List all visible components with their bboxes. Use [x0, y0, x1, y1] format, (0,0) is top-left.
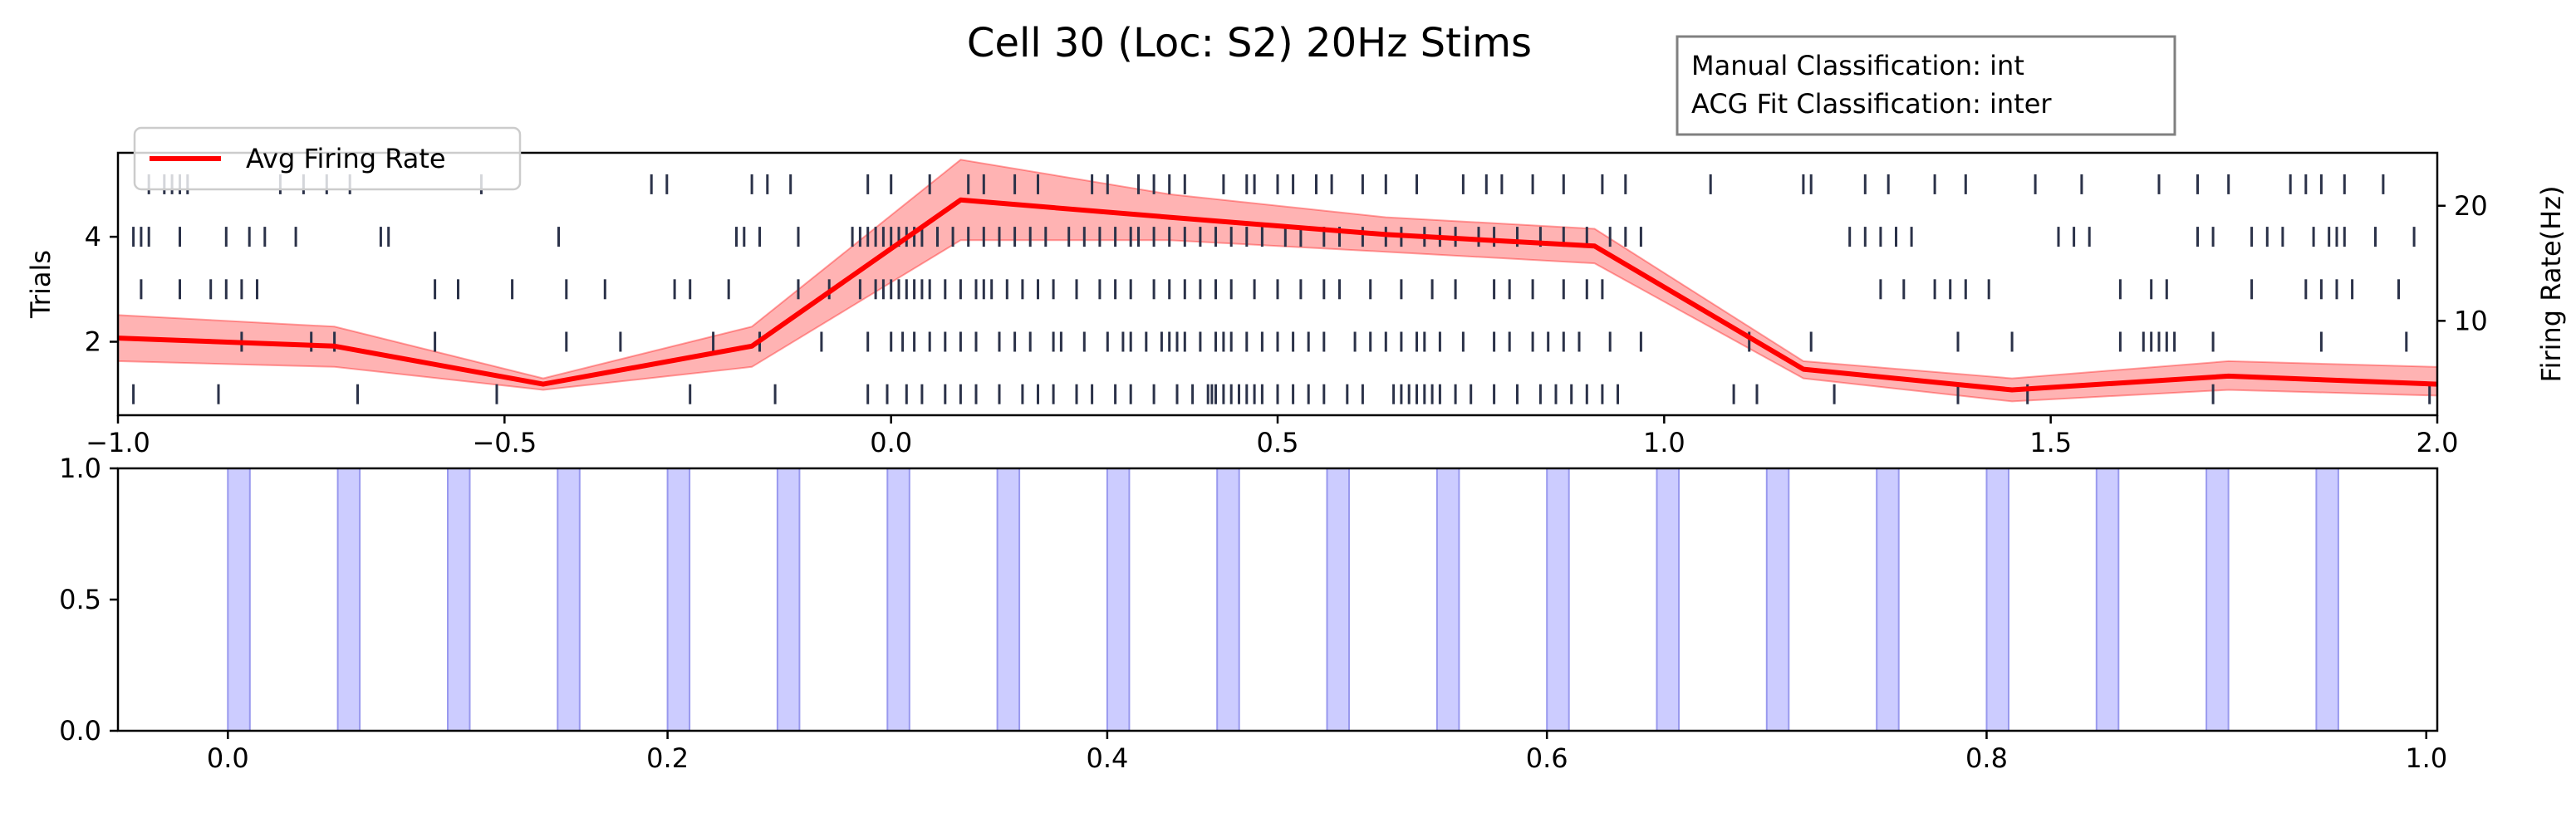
- stim-pulse: [2315, 468, 2339, 732]
- rate-line-layer: [117, 197, 2438, 393]
- stim-pulse: [996, 468, 1021, 732]
- stim-pulse: [1765, 468, 1790, 732]
- legend-frame: [133, 126, 522, 191]
- raster-x-tick-label: 1.5: [2029, 427, 2072, 458]
- raster-x-tick-label: −0.5: [472, 427, 537, 458]
- acg-classification-text: ACG Fit Classification: inter: [1691, 88, 2052, 120]
- stim-pulse: [336, 468, 361, 732]
- stim-pulse: [666, 468, 691, 732]
- raster-y-ticks: 24: [85, 221, 118, 358]
- stim-pulse: [1326, 468, 1350, 732]
- legend-label: Avg Firing Rate: [246, 143, 446, 174]
- stim-pulse: [557, 468, 581, 732]
- stim-pulse: [447, 468, 471, 732]
- stim-x-tick-label: 0.0: [207, 742, 249, 774]
- stim-pulse: [1985, 468, 2009, 732]
- figure-title: Cell 30 (Loc: S2) 20Hz Stims: [967, 20, 1532, 66]
- stim-pulse: [1216, 468, 1240, 732]
- stim-pulse: [227, 468, 251, 732]
- stim-x-tick-label: 0.4: [1086, 742, 1128, 774]
- rate-y-tick-label: 10: [2454, 305, 2488, 336]
- classification-box-frame: [1676, 35, 2176, 136]
- stim-pulse: [2206, 468, 2230, 732]
- manual-classification-text: Manual Classification: int: [1691, 50, 2024, 81]
- stim-y-tick-label: 0.5: [59, 584, 101, 615]
- stim-x-tick-label: 0.2: [646, 742, 689, 774]
- stim-x-tick-label: 0.6: [1526, 742, 1568, 774]
- stim-y-tick-label: 0.0: [59, 715, 101, 747]
- stim-pulse: [776, 468, 801, 732]
- stim-x-ticks: 0.0 0.2 0.4 0.6 0.8 1.0: [207, 731, 2447, 774]
- raster-x-ticks: −1.0 −0.5 0.0 0.5 1.0 1.5 2.0: [86, 415, 2458, 458]
- stim-pulse: [1546, 468, 1570, 732]
- stim-x-tick-label: 1.0: [2405, 742, 2447, 774]
- rate-y-tick-label: 20: [2454, 190, 2488, 222]
- rate-y-ticks: 10 20: [2437, 190, 2488, 336]
- stim-pulse: [1435, 468, 1460, 732]
- raster-x-tick-label: 2.0: [2417, 427, 2459, 458]
- raster-y-tick-label: 2: [85, 326, 101, 358]
- classification-box: Manual Classification: int ACG Fit Class…: [1676, 35, 2176, 136]
- stimulus-pulses: [227, 468, 2339, 732]
- stim-panel: 0.0 0.2 0.4 0.6 0.8 1.0 0.0 0.5 1.0: [59, 453, 2447, 774]
- raster-x-tick-label: 0.5: [1257, 427, 1299, 458]
- spike-raster: [132, 174, 2431, 404]
- stim-pulse: [1876, 468, 1900, 732]
- stim-pulse: [1106, 468, 1131, 732]
- stim-pulse: [2095, 468, 2120, 732]
- stim-y-ticks: 0.0 0.5 1.0: [59, 453, 118, 747]
- avg-firing-rate-line: [117, 197, 2438, 393]
- raster-x-tick-label: 0.0: [870, 427, 912, 458]
- raster-y-tick-label: 4: [85, 221, 101, 252]
- stim-x-tick-label: 0.8: [1965, 742, 2008, 774]
- raster-y-axis-label: Trials: [25, 250, 56, 319]
- legend: Avg Firing Rate: [133, 126, 522, 191]
- stim-pulse: [886, 468, 910, 732]
- stim-pulse: [1656, 468, 1680, 732]
- raster-x-tick-label: 1.0: [1643, 427, 1685, 458]
- stim-y-tick-label: 1.0: [59, 453, 101, 484]
- raster-x-tick-label: −1.0: [86, 427, 150, 458]
- rate-y-axis-label: Firing Rate(Hz): [2535, 186, 2567, 383]
